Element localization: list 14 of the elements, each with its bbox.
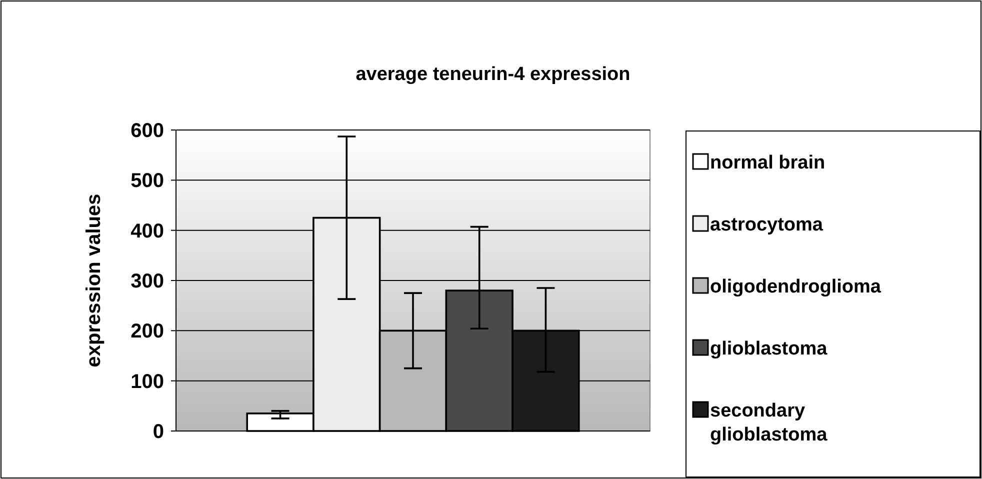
legend-label: secondary glioblastoma <box>710 400 828 446</box>
legend-label: normal brain <box>710 152 826 174</box>
legend-label: astrocytoma <box>710 214 824 236</box>
y-tick-label: 0 <box>152 421 164 443</box>
legend-label: glioblastoma <box>710 338 828 360</box>
y-tick-label: 600 <box>130 120 164 142</box>
y-tick-label: 300 <box>130 270 164 292</box>
y-tick-label: 200 <box>130 320 164 343</box>
y-tick-label: 100 <box>130 370 164 393</box>
legend-label: oligodendroglioma <box>710 276 882 298</box>
y-axis-title: expression values <box>83 194 105 368</box>
chart-title: average teneurin-4 expression <box>356 64 630 85</box>
y-tick-label: 400 <box>130 220 164 242</box>
y-tick-label: 500 <box>130 170 164 192</box>
